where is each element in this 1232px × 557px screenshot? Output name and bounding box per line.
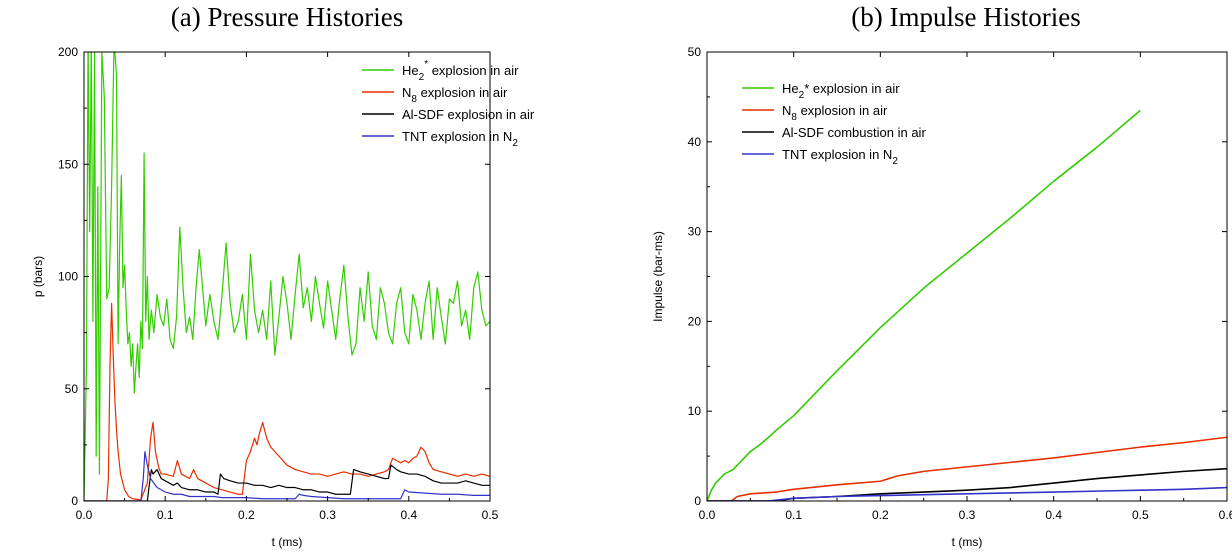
impulse-y-tick-label: 20 — [688, 314, 702, 328]
impulse-x-tick-label: 0.2 — [872, 508, 889, 522]
pressure-y-tick-label: 0 — [71, 494, 78, 508]
impulse-y-tick-label: 0 — [694, 494, 701, 508]
pressure-x-axis-label: t (ms) — [272, 535, 303, 549]
legend-label-main: Al-SDF combustion in air — [782, 125, 926, 140]
pressure-legend-label-1: He2 * explosion in air — [402, 59, 519, 83]
legend-label-rest: explosion in air — [417, 85, 508, 100]
pressure-legend-label-3: Al-SDF explosion in air — [402, 107, 535, 122]
legend-label-subscript: 2 — [419, 72, 425, 83]
impulse-series-line-2 — [707, 436, 1227, 501]
pressure-y-tick-label: 50 — [65, 382, 79, 396]
legend-label-subscript: 8 — [791, 112, 797, 123]
pressure-series-line-2 — [84, 302, 490, 501]
pressure-x-tick-label: 0.3 — [319, 508, 336, 522]
impulse-x-tick-label: 0.6 — [1219, 508, 1232, 522]
legend-label-rest: explosion in air — [797, 103, 888, 118]
legend-label-main: N — [782, 103, 791, 118]
pressure-x-tick-label: 0.2 — [238, 508, 255, 522]
pressure-y-tick-label: 100 — [58, 270, 78, 284]
pressure-x-tick-label: 0.1 — [157, 508, 174, 522]
impulse-chart-title: (b) Impulse Histories — [851, 2, 1080, 32]
panel-impulse-histories: (b) Impulse Histories 0.0 0.1 0.2 0.3 0.4 0.5 0… — [651, 2, 1232, 549]
legend-label-main: Al-SDF explosion in air — [402, 107, 535, 122]
impulse-legend-label-4: TNT explosion in N2 — [782, 147, 898, 167]
pressure-legend-label-4: TNT explosion in N2 — [402, 129, 518, 149]
pressure-y-tick-label: 150 — [58, 157, 78, 171]
impulse-x-tick-label: 0.1 — [785, 508, 802, 522]
impulse-plot-frame — [706, 51, 1228, 502]
legend-label-subscript: 8 — [411, 94, 417, 105]
legend-label-main: He — [402, 63, 419, 78]
legend-label-rest: explosion in air — [428, 63, 519, 78]
pressure-y-tick-label: 200 — [58, 45, 78, 59]
pressure-series-group — [84, 52, 490, 501]
impulse-legend-label-1: He2* explosion in air — [782, 81, 900, 101]
impulse-y-tick-label: 10 — [688, 404, 702, 418]
panel-pressure-histories: (a) Pressure Histories 0.0 0.1 0.2 0.3 0.4 0.5… — [31, 2, 535, 549]
pressure-series-line-3 — [84, 464, 490, 501]
legend-label-rest: * explosion in air — [804, 81, 900, 96]
impulse-y-tick-label: 30 — [688, 225, 702, 239]
pressure-x-tick-label: 0.4 — [400, 508, 417, 522]
legend-label-subscript: 2 — [892, 156, 898, 167]
impulse-y-tick-label: 50 — [688, 45, 702, 59]
pressure-series-line-1 — [84, 52, 490, 501]
legend-label-subscript: 2 — [799, 90, 805, 101]
impulse-legend-label-2: N8 explosion in air — [782, 103, 888, 123]
legend-label-subscript: 2 — [512, 138, 518, 149]
pressure-y-axis-label: p (bars) — [31, 256, 45, 297]
impulse-x-tick-label: 0.5 — [1132, 508, 1149, 522]
legend-label-superscript: * — [424, 59, 428, 70]
impulse-legend-label-3: Al-SDF combustion in air — [782, 125, 926, 140]
pressure-x-tick-label: 0.5 — [482, 508, 499, 522]
pressure-chart-title: (a) Pressure Histories — [171, 2, 403, 32]
impulse-x-tick-label: 0.4 — [1045, 508, 1062, 522]
impulse-series-group — [707, 109, 1227, 501]
pressure-legend-label-2: N8 explosion in air — [402, 85, 508, 105]
pressure-series-line-4 — [84, 451, 490, 501]
pressure-x-tick-label: 0.0 — [76, 508, 93, 522]
impulse-x-tick-label: 0.0 — [699, 508, 716, 522]
impulse-y-tick-label: 40 — [688, 135, 702, 149]
impulse-x-tick-label: 0.3 — [959, 508, 976, 522]
legend-label-main: He — [782, 81, 799, 96]
impulse-series-line-1 — [707, 109, 1141, 501]
impulse-y-axis-label: Impulse (bar-ms) — [651, 231, 665, 322]
legend-label-main: N — [402, 85, 411, 100]
legend-label-main: TNT explosion in N — [402, 129, 512, 144]
legend-label-main: TNT explosion in N — [782, 147, 892, 162]
impulse-x-axis-label: t (ms) — [952, 535, 983, 549]
